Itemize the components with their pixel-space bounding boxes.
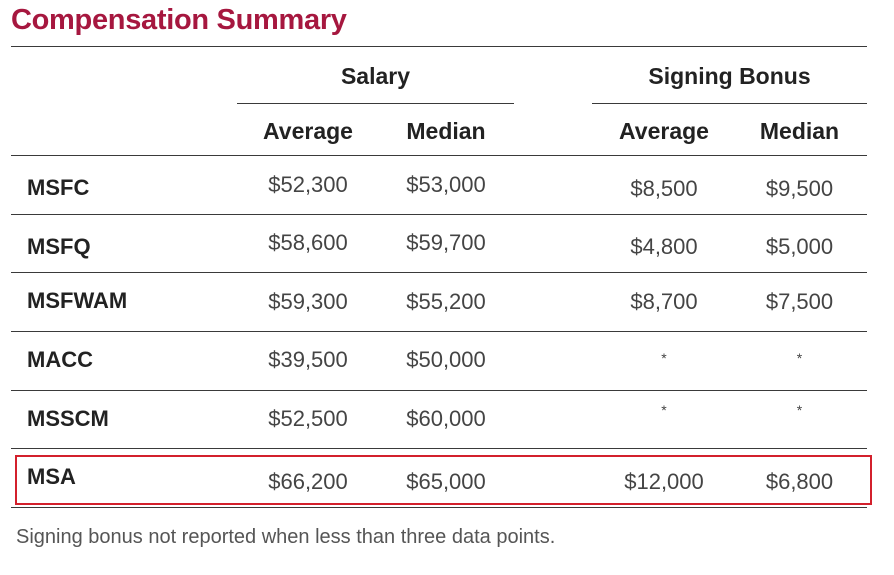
cell-salary-average: $52,300 [268,172,348,197]
cell-bonus-average: * [661,350,667,366]
cell-bonus-median: $9,500 [765,176,834,201]
cell-bonus-average: $12,000 [624,469,704,494]
cell-salary-median: $65,000 [406,469,486,494]
row-label: MACC [27,347,93,372]
row-rule [11,390,867,391]
cell-bonus-median: * [796,402,803,418]
cell-salary-median: $53,000 [406,172,486,197]
cell-salary-median: $55,200 [406,289,486,314]
cell-bonus-average: $8,700 [630,289,698,314]
row-rule [11,331,867,332]
highlight-box-msa [15,455,872,505]
cell-salary-median: $60,000 [406,406,486,431]
row-label: MSFC [27,175,90,200]
column-header-salary-median: Median [406,118,486,144]
salary-group-rule [237,103,514,104]
cell-salary-average: $66,200 [268,469,348,494]
cell-bonus-average: $4,800 [630,234,698,259]
page-title: Compensation Summary [11,4,347,36]
cell-salary-average: $58,600 [268,230,348,255]
row-label-highlighted: MSA [27,464,76,489]
cell-bonus-median: * [796,350,803,366]
row-label: MSFWAM [27,288,128,313]
row-rule [11,214,867,215]
cell-bonus-median: $7,500 [765,289,834,314]
cell-salary-average: $52,500 [268,406,348,431]
row-rule [11,272,867,273]
cell-salary-median: $59,700 [406,230,486,255]
cell-bonus-average: $8,500 [630,176,698,201]
table-bottom-rule [11,507,867,508]
cell-bonus-median: $6,800 [765,469,834,494]
cell-salary-average: $39,500 [268,347,348,372]
title-rule [11,46,867,47]
row-label: MSFQ [27,234,91,259]
column-header-salary-average: Average [263,118,353,144]
footnote: Signing bonus not reported when less tha… [16,526,556,548]
cell-salary-average: $59,300 [268,289,348,314]
cell-bonus-median: $5,000 [765,234,834,259]
row-label: MSSCM [27,406,109,431]
cell-salary-median: $50,000 [406,347,486,372]
signing-bonus-group-header: Signing Bonus [648,63,811,89]
cell-bonus-average: * [661,402,667,418]
column-header-bonus-average: Average [619,118,709,144]
signing-bonus-group-rule [592,103,867,104]
row-rule [11,448,867,449]
header-rule [11,155,867,156]
column-header-bonus-median: Median [759,118,840,144]
salary-group-header: Salary [340,63,411,89]
